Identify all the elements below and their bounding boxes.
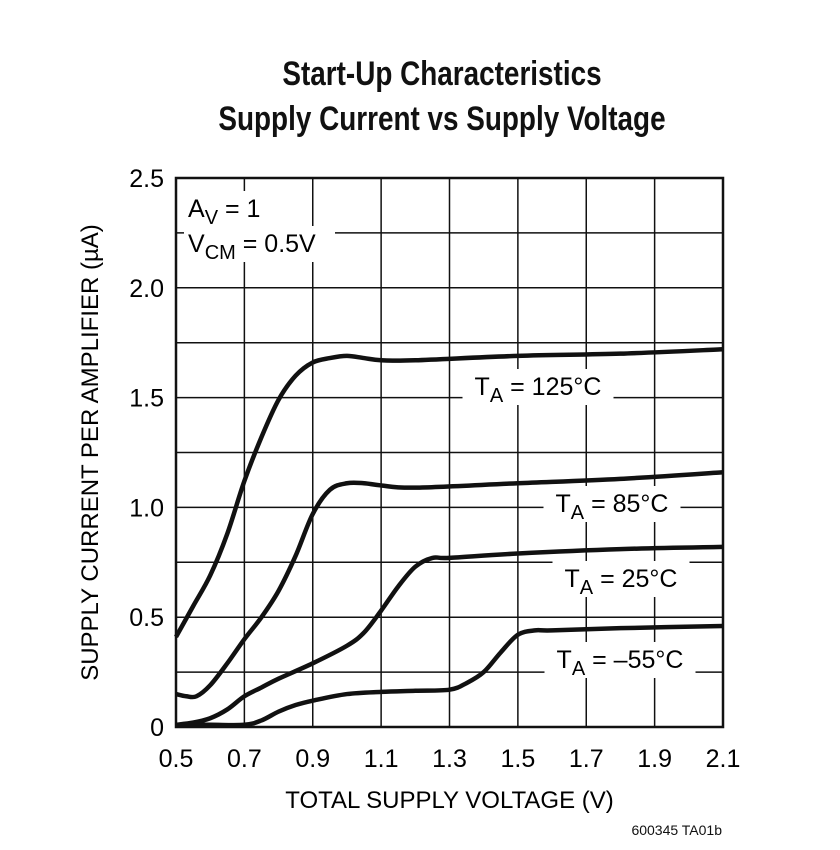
- series-line: [175, 544, 724, 728]
- y-tick-label: 0: [150, 714, 164, 742]
- y-axis-label: SUPPLY CURRENT PER AMPLIFIER (µA): [77, 224, 104, 681]
- condition-av: AV = 1: [184, 191, 279, 229]
- series-label: TA = 125°C: [462, 369, 614, 407]
- x-tick-label: 1.5: [500, 745, 535, 773]
- y-tick-label: 0.5: [129, 604, 164, 632]
- label-text: VCM = 0.5V: [188, 230, 316, 264]
- label-background: [462, 369, 614, 405]
- x-tick-label: 0.9: [295, 745, 330, 773]
- y-tick-label: 1.5: [129, 385, 164, 413]
- chart-subtitle: Supply Current vs Supply Voltage: [218, 100, 666, 138]
- label-text: TA = –55°C: [557, 646, 684, 680]
- series-label: TA = 25°C: [552, 561, 690, 599]
- chart-title: Start-Up Characteristics: [282, 55, 602, 93]
- series-line: [175, 470, 724, 700]
- y-tick-label: 1.0: [129, 494, 164, 522]
- label-background: [544, 642, 696, 678]
- y-tick-label: 2.5: [129, 165, 164, 193]
- x-tick-label: 1.7: [569, 745, 604, 773]
- series-label: TA = 85°C: [543, 486, 681, 524]
- plot-frame: [174, 176, 725, 729]
- label-text: TA = 85°C: [556, 490, 669, 524]
- x-axis-label: TOTAL SUPPLY VOLTAGE (V): [285, 787, 614, 814]
- label-background: [184, 191, 279, 227]
- x-tick-label: 1.9: [637, 745, 672, 773]
- label-text: TA = 125°C: [475, 373, 602, 407]
- series-line: [174, 347, 724, 639]
- label-background: [552, 561, 690, 597]
- label-background: [543, 486, 681, 522]
- x-tick-label: 0.7: [227, 745, 262, 773]
- label-background: [184, 226, 335, 262]
- condition-vcm: VCM = 0.5V: [184, 226, 335, 264]
- series-line: [175, 623, 724, 728]
- x-tick-label: 1.3: [432, 745, 467, 773]
- y-tick-label: 2.0: [129, 275, 164, 303]
- x-tick-label: 0.5: [159, 745, 194, 773]
- x-tick-label: 1.1: [364, 745, 399, 773]
- x-tick-label: 2.1: [706, 745, 741, 773]
- label-text: AV = 1: [188, 195, 260, 229]
- series-label: TA = –55°C: [544, 642, 696, 680]
- label-text: TA = 25°C: [565, 565, 678, 599]
- figure-id: 600345 TA01b: [631, 822, 722, 838]
